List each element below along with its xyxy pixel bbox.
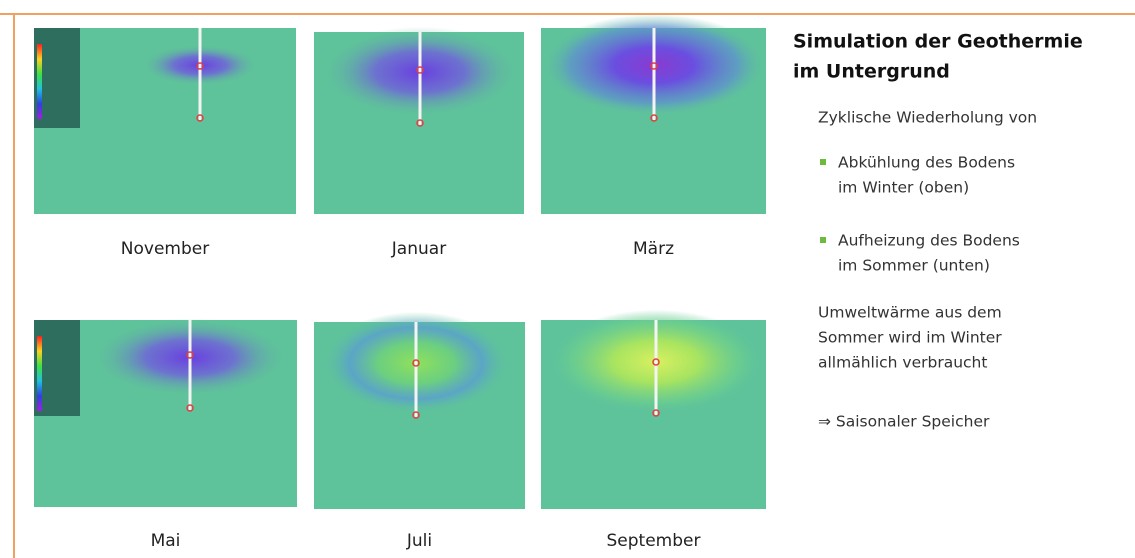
bullet-line: Abkühlung des Bodens [838,154,1015,172]
panel-caption: Juli [406,531,432,551]
bullet-line: im Winter (oben) [838,179,969,197]
simulation-panel [541,310,766,509]
bullet-line: im Sommer (unten) [838,257,990,275]
conclusion: ⇒ Saisonaler Speicher [818,413,990,431]
bullet-line: Aufheizung des Bodens [838,232,1020,250]
paragraph-line: Sommer wird im Winter [818,329,1002,347]
simulation-panel [314,27,524,214]
intro: Zyklische Wiederholung von [818,109,1037,127]
color-scale [37,44,42,119]
slide-canvas: November Januar März Mai Juli September Simul… [0,0,1135,558]
simulation-panel [34,28,296,214]
panel-caption: Januar [391,239,446,259]
bullet-marker [820,159,826,165]
color-scale [37,336,42,411]
bullet-marker [820,237,826,243]
simulation-panel [314,312,525,509]
panels: November Januar März Mai Juli September [34,14,767,551]
paragraph-line: Umweltwärme aus dem [818,304,1002,322]
simulation-panel [34,318,297,507]
title-line: Simulation der Geothermie [793,31,1083,53]
panel-caption: März [633,239,674,259]
simulation-panel [541,14,767,214]
title-line: im Untergrund [793,61,950,83]
panel-caption: November [121,239,209,259]
panel-caption: September [607,531,701,551]
paragraph-line: allmählich verbraucht [818,354,987,372]
slide: November Januar März Mai Juli September Simul… [0,0,1135,558]
panel-caption: Mai [151,531,181,551]
